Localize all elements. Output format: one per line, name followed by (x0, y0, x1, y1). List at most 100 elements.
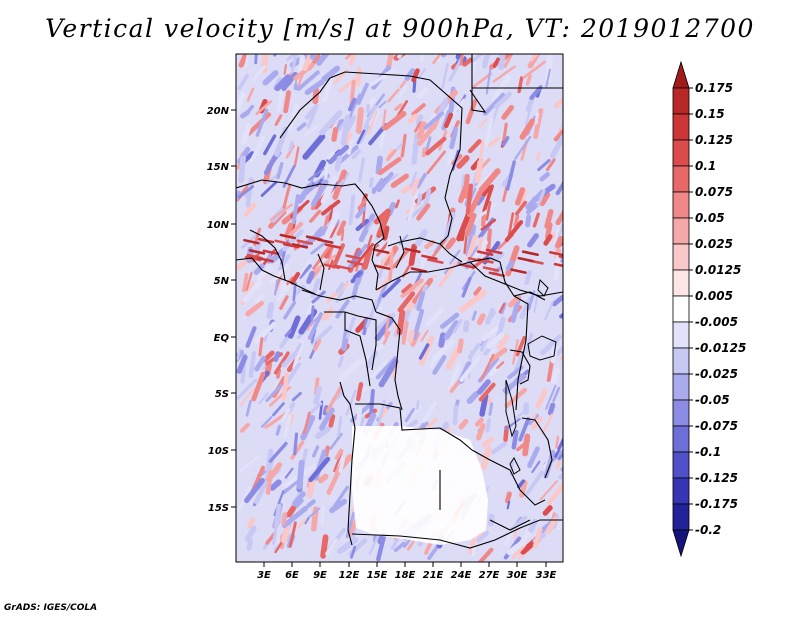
field-streak (320, 534, 329, 559)
map-panel (235, 53, 564, 563)
field-streak (322, 310, 333, 321)
field-streak (525, 470, 544, 496)
field-streak (388, 251, 394, 282)
field-streak (340, 114, 350, 147)
field-streak (258, 337, 264, 357)
lat-label: 5S (215, 389, 229, 400)
field-streak (284, 329, 292, 338)
field-streak (555, 209, 563, 226)
field-streak (532, 527, 543, 549)
field-streak (558, 471, 563, 480)
field-streak (273, 54, 278, 57)
field-streak (241, 123, 252, 145)
field-streak (449, 126, 459, 150)
field-streak (247, 517, 256, 529)
field-streak (347, 93, 361, 121)
field-streak (522, 60, 546, 79)
field-streak (549, 134, 563, 159)
field-streak (482, 184, 494, 213)
field-streak (429, 359, 436, 369)
field-streak (407, 113, 419, 124)
field-streak-strong (243, 238, 260, 245)
field-streak (529, 85, 543, 101)
field-streak (284, 362, 301, 387)
field-streak-strong (482, 266, 500, 272)
field-streak-strong (323, 263, 341, 270)
field-streak (513, 214, 520, 228)
field-streak (408, 243, 418, 267)
field-streak (465, 234, 478, 262)
field-streak (507, 294, 521, 308)
field-streak (370, 360, 387, 379)
colorbar-label: -0.0125 (695, 341, 746, 355)
field-streak (286, 505, 296, 518)
field-streak (284, 222, 294, 239)
field-streak (381, 278, 401, 298)
field-streak (312, 245, 331, 270)
field-streak (373, 281, 388, 311)
colorbar-swatch (672, 139, 690, 167)
field-streak (288, 141, 294, 151)
lon-label: 6E (285, 570, 299, 581)
colorbar-label: -0.025 (695, 367, 738, 381)
field-streak (329, 432, 343, 450)
field-streak (545, 516, 558, 534)
field-streak (365, 299, 379, 329)
colorbar-swatch (672, 269, 690, 297)
field-streak (236, 348, 241, 361)
field-streak (243, 477, 265, 504)
field-streak (411, 132, 420, 165)
field-streak (478, 140, 485, 161)
field-streak (274, 503, 282, 528)
field-streak (404, 68, 416, 82)
field-streak (503, 54, 514, 68)
field-streak (296, 459, 305, 490)
field-streak (268, 441, 288, 463)
lon-label: 15E (367, 570, 388, 581)
field-streak (369, 389, 375, 418)
field-streak (326, 150, 336, 160)
field-streak (396, 309, 406, 336)
field-streak (269, 248, 286, 264)
field-streak (385, 54, 394, 71)
field-streak (347, 138, 354, 155)
field-streak (336, 220, 347, 236)
colorbar-label: -0.2 (695, 523, 721, 537)
field-streak (260, 180, 278, 197)
field-streak (306, 499, 316, 508)
field-streak (302, 411, 311, 435)
field-streak (244, 525, 257, 543)
field-streak (476, 313, 486, 326)
field-streak (539, 191, 551, 207)
field-streak (407, 192, 419, 221)
field-streak (501, 136, 510, 147)
field-streak (317, 473, 329, 484)
field-streak (377, 532, 385, 545)
field-streak (519, 480, 528, 498)
field-streak (475, 172, 493, 189)
field-streak (297, 70, 320, 91)
field-streak-strong (553, 262, 563, 268)
field-streak (543, 234, 553, 246)
field-streak (310, 305, 315, 322)
field-streak (409, 171, 418, 188)
field-streak (536, 189, 546, 207)
field-streak (293, 432, 299, 456)
colorbar-swatch (672, 373, 690, 401)
field-streak (528, 518, 538, 533)
field-streak (340, 228, 345, 241)
field-streak (407, 329, 415, 344)
field-streak (263, 134, 277, 156)
field-streak (524, 107, 532, 127)
field-streak (344, 132, 353, 146)
field-streak (246, 538, 253, 551)
field-streak (555, 517, 563, 531)
field-streak (329, 498, 347, 514)
field-streak (465, 183, 474, 215)
colorbar-label: -0.05 (695, 393, 730, 407)
field-streak (415, 114, 424, 127)
lon-label: 9E (313, 570, 327, 581)
field-streak (416, 87, 429, 99)
field-streak (522, 433, 531, 457)
